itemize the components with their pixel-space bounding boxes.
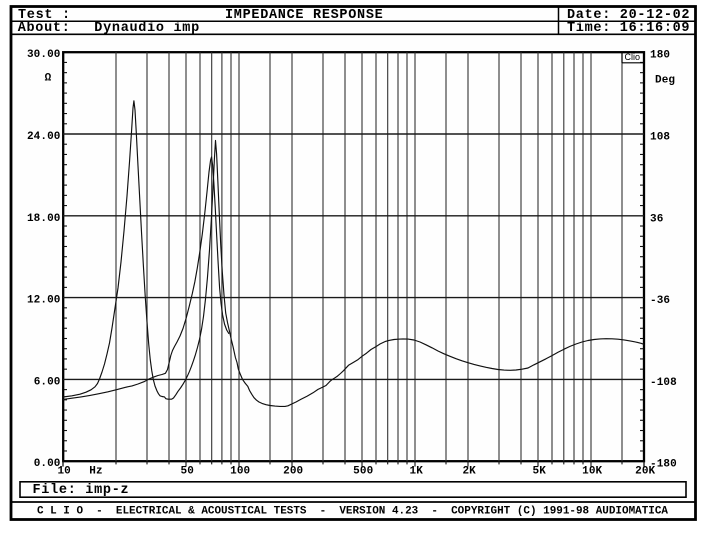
svg-text:18.00: 18.00 xyxy=(27,213,61,225)
svg-text:2K: 2K xyxy=(462,466,476,478)
svg-text:Date: 20-12-02: Date: 20-12-02 xyxy=(567,8,690,23)
svg-text:20K: 20K xyxy=(635,466,655,478)
svg-text:1K: 1K xyxy=(410,466,424,478)
svg-text:Ω: Ω xyxy=(45,73,52,85)
svg-text:File: imp-z: File: imp-z xyxy=(33,483,130,498)
svg-text:Clio: Clio xyxy=(625,52,641,62)
svg-text:Deg: Deg xyxy=(655,75,675,87)
svg-text:10: 10 xyxy=(57,466,70,478)
svg-text:100: 100 xyxy=(230,466,250,478)
svg-text:Test :: Test : xyxy=(18,8,71,23)
svg-text:0.00: 0.00 xyxy=(34,458,61,470)
svg-text:108: 108 xyxy=(650,132,670,144)
svg-text:50: 50 xyxy=(181,466,194,478)
svg-text:6.00: 6.00 xyxy=(34,376,61,388)
svg-text:24.00: 24.00 xyxy=(27,131,61,143)
svg-text:5K: 5K xyxy=(533,466,547,478)
svg-text:C L I O - ELECTRICAL & ACOUS: C L I O - ELECTRICAL & ACOUSTICAL TESTS … xyxy=(37,506,668,518)
svg-text:500: 500 xyxy=(353,466,373,478)
svg-text:Hz: Hz xyxy=(89,466,102,478)
svg-text:10K: 10K xyxy=(582,466,602,478)
svg-text:-180: -180 xyxy=(650,459,677,471)
svg-text:200: 200 xyxy=(283,466,303,478)
svg-text:IMPEDANCE RESPONSE: IMPEDANCE RESPONSE xyxy=(225,8,383,23)
svg-text:-36: -36 xyxy=(650,295,670,307)
svg-text:180: 180 xyxy=(650,50,670,62)
svg-text:-108: -108 xyxy=(650,377,677,389)
svg-text:Dynaudio imp: Dynaudio imp xyxy=(94,21,200,36)
svg-text:Time: 16:16:09: Time: 16:16:09 xyxy=(567,21,690,36)
svg-text:About:: About: xyxy=(18,21,71,36)
svg-text:30.00: 30.00 xyxy=(27,49,61,61)
svg-text:36: 36 xyxy=(650,213,663,225)
svg-text:12.00: 12.00 xyxy=(27,295,61,307)
